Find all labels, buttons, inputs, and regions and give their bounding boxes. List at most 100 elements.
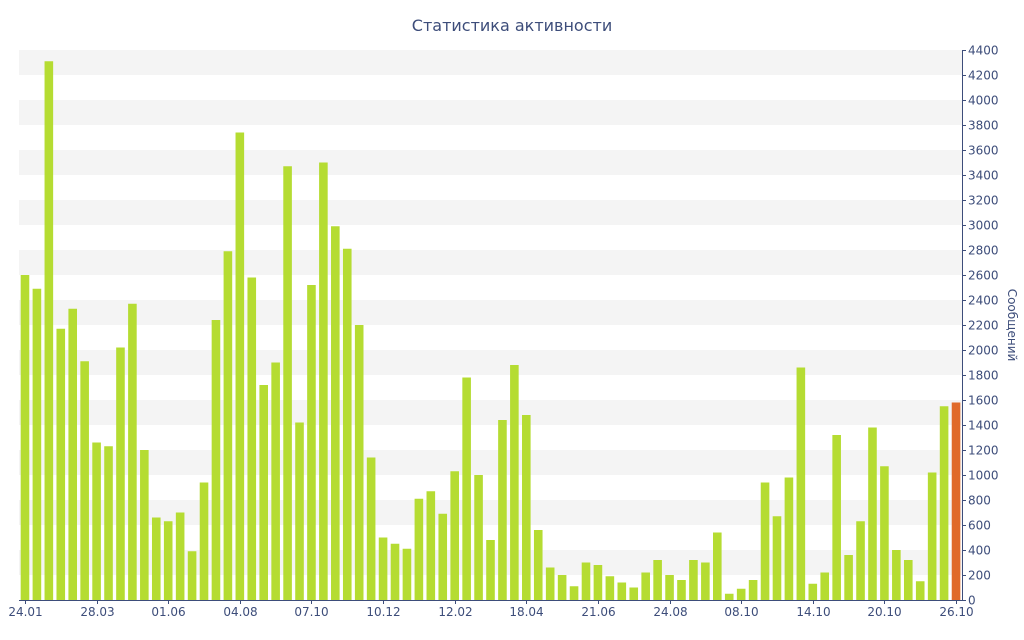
y-tick-label: 1400 xyxy=(968,419,999,433)
bar xyxy=(56,328,66,600)
x-tick-label: 08.10 xyxy=(724,605,758,619)
y-tick-label: 2800 xyxy=(968,244,999,258)
bar xyxy=(92,442,101,600)
bar xyxy=(653,560,662,600)
x-tick-label: 21.06 xyxy=(581,605,615,619)
bar xyxy=(474,475,483,600)
bar xyxy=(736,588,746,600)
y-tick-label: 3400 xyxy=(968,169,999,183)
bar xyxy=(903,560,913,600)
x-tick-label: 20.10 xyxy=(867,605,901,619)
bar xyxy=(187,551,197,600)
bar xyxy=(295,422,304,600)
y-tick-label: 2400 xyxy=(968,294,999,308)
bar xyxy=(199,482,209,600)
y-tick-label: 1800 xyxy=(968,369,999,383)
bar xyxy=(832,435,841,600)
y-tick-label: 4400 xyxy=(968,44,999,58)
bar xyxy=(724,593,734,600)
bar xyxy=(140,450,149,600)
bar xyxy=(677,580,686,600)
bar xyxy=(605,576,615,600)
y-tick-label: 400 xyxy=(968,544,991,558)
bar xyxy=(880,466,889,600)
bar xyxy=(915,581,925,600)
bar xyxy=(689,560,698,600)
bar xyxy=(486,540,495,600)
bar xyxy=(259,385,268,600)
bar xyxy=(844,555,853,600)
bar xyxy=(641,572,650,600)
bar xyxy=(856,521,865,600)
bar xyxy=(533,530,543,600)
y-tick-label: 2600 xyxy=(968,269,999,283)
y-tick-label: 3800 xyxy=(968,119,999,133)
bar xyxy=(939,406,949,600)
bar xyxy=(426,491,436,600)
bar xyxy=(32,288,42,600)
x-tick-label: 12.02 xyxy=(438,605,472,619)
x-tick-label: 28.03 xyxy=(80,605,114,619)
grid-band xyxy=(19,150,962,175)
bar xyxy=(283,166,292,600)
x-tick-label: 01.06 xyxy=(151,605,185,619)
bar xyxy=(772,516,782,600)
y-tick-label: 1600 xyxy=(968,394,999,408)
bar xyxy=(211,320,221,600)
y-axis-label: Сообщений xyxy=(1005,288,1019,362)
bar xyxy=(927,472,937,600)
y-tick-label: 3200 xyxy=(968,194,999,208)
bar xyxy=(701,562,710,600)
chart-title: Статистика активности xyxy=(411,16,613,35)
bar xyxy=(175,512,185,600)
grid-band xyxy=(19,100,962,125)
x-tick-label: 18.04 xyxy=(509,605,543,619)
bar xyxy=(510,365,519,600)
bar xyxy=(116,347,125,600)
bar xyxy=(319,162,328,600)
bar xyxy=(569,586,579,600)
bar xyxy=(593,565,603,600)
bar xyxy=(557,575,567,600)
x-tick-label: 04.08 xyxy=(223,605,257,619)
bar xyxy=(808,583,818,600)
bar xyxy=(331,226,340,600)
bar xyxy=(44,61,54,600)
bar xyxy=(20,275,30,600)
x-tick-label: 07.10 xyxy=(294,605,328,619)
y-tick-label: 200 xyxy=(968,569,991,583)
bar xyxy=(68,308,78,600)
x-tick-label: 14.10 xyxy=(796,605,830,619)
bar xyxy=(665,575,674,600)
bar xyxy=(498,420,507,600)
grid-band xyxy=(19,300,962,325)
bar xyxy=(545,567,555,600)
y-tick-label: 4000 xyxy=(968,94,999,108)
bar xyxy=(617,582,627,600)
grid-band xyxy=(19,200,962,225)
bar xyxy=(462,377,471,600)
grid-band xyxy=(19,250,962,275)
x-tick-label: 24.01 xyxy=(8,605,42,619)
bar xyxy=(450,471,459,600)
x-tick-label: 10.12 xyxy=(366,605,400,619)
bar xyxy=(342,248,352,600)
bar xyxy=(366,457,376,600)
bar xyxy=(390,543,400,600)
y-tick-label: 600 xyxy=(968,519,991,533)
bar xyxy=(402,548,412,600)
bar xyxy=(378,537,388,600)
y-tick-label: 3600 xyxy=(968,144,999,158)
bar xyxy=(868,427,877,600)
bar xyxy=(892,550,901,600)
bar xyxy=(629,587,639,600)
bar xyxy=(796,367,806,600)
y-tick-label: 800 xyxy=(968,494,991,508)
grid-band xyxy=(19,50,962,75)
bar xyxy=(522,415,531,600)
x-tick-label: 26.10 xyxy=(939,605,973,619)
bar xyxy=(151,517,161,600)
bar xyxy=(354,325,364,600)
bar xyxy=(307,285,316,600)
